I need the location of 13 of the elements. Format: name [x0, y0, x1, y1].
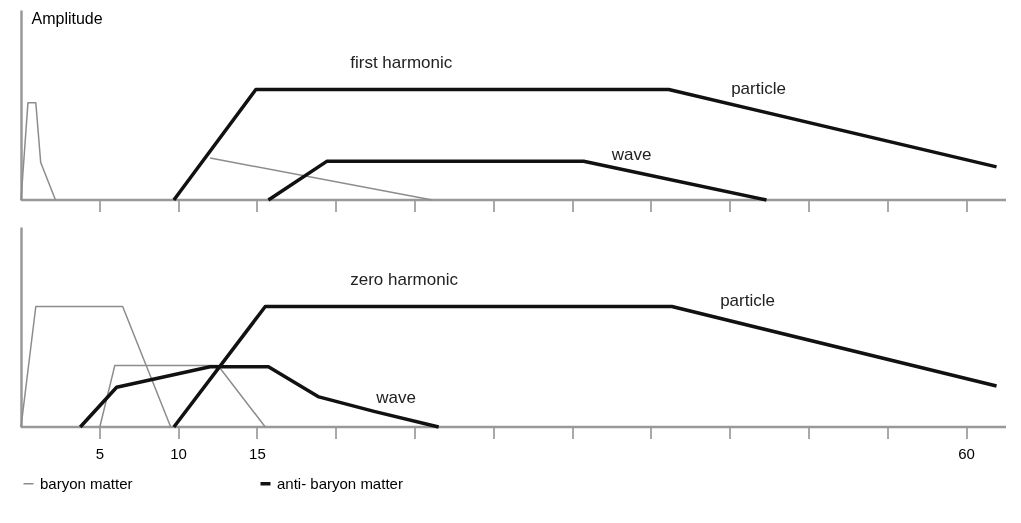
annotation: particle [731, 78, 786, 98]
x-tick-label: 5 [95, 445, 104, 462]
x-tick-label: 60 [958, 445, 975, 462]
chart-title: zero harmonic [350, 270, 459, 289]
y-axis-title: Amplitude [31, 9, 103, 27]
annotation: wave [375, 388, 416, 408]
annotation: wave [610, 145, 652, 165]
chart-title: first harmonic [350, 53, 453, 72]
legend-label: baryon matter [40, 474, 133, 492]
legend-label: anti- baryon matter [277, 474, 403, 492]
x-tick-label: 15 [249, 445, 266, 462]
x-tick-label: 10 [170, 445, 187, 462]
annotation: particle [720, 290, 775, 310]
